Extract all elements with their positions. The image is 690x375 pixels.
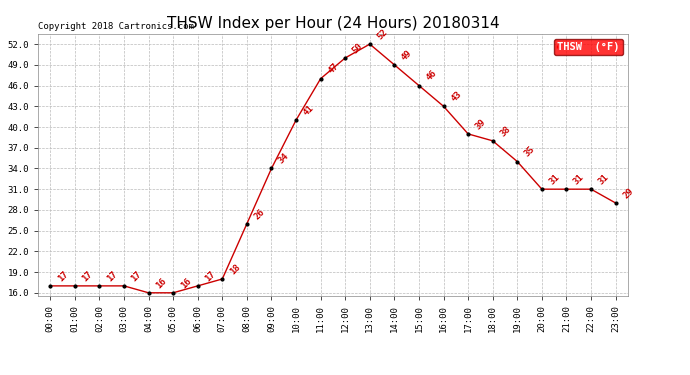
Text: 47: 47	[326, 62, 340, 76]
Text: 46: 46	[424, 69, 438, 83]
Text: 34: 34	[277, 152, 291, 166]
Text: 31: 31	[572, 172, 586, 186]
Text: 50: 50	[351, 41, 365, 55]
Text: 16: 16	[179, 276, 193, 290]
Text: 49: 49	[400, 48, 414, 62]
Text: 31: 31	[547, 172, 562, 186]
Text: 39: 39	[473, 117, 488, 131]
Title: THSW Index per Hour (24 Hours) 20180314: THSW Index per Hour (24 Hours) 20180314	[166, 16, 500, 31]
Text: 29: 29	[621, 186, 635, 200]
Text: 17: 17	[56, 269, 70, 283]
Text: 26: 26	[253, 207, 266, 221]
Text: 43: 43	[449, 90, 463, 104]
Text: 17: 17	[105, 269, 119, 283]
Text: Copyright 2018 Cartronics.com: Copyright 2018 Cartronics.com	[38, 22, 194, 31]
Text: 17: 17	[204, 269, 217, 283]
Text: 31: 31	[597, 172, 611, 186]
Text: 41: 41	[302, 104, 315, 117]
Legend: THSW  (°F): THSW (°F)	[554, 39, 622, 55]
Text: 35: 35	[523, 145, 537, 159]
Text: 38: 38	[498, 124, 512, 138]
Text: 16: 16	[154, 276, 168, 290]
Text: 52: 52	[375, 27, 389, 41]
Text: 18: 18	[228, 262, 242, 276]
Text: 17: 17	[80, 269, 95, 283]
Text: 17: 17	[130, 269, 144, 283]
